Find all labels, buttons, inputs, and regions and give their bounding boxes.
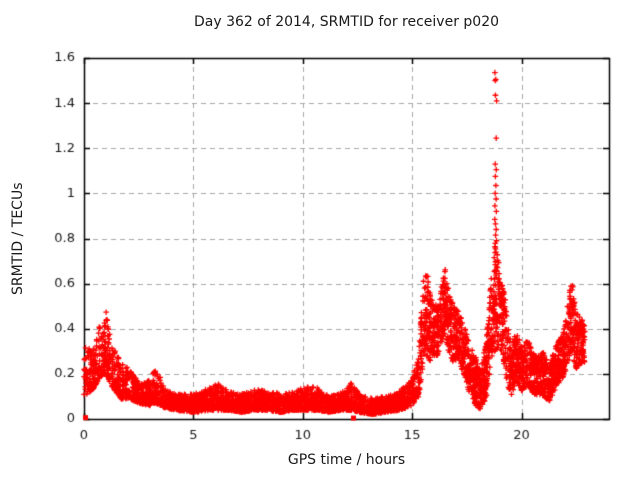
y-axis-label: SRMTID / TECUs — [10, 182, 26, 295]
x-axis-label: GPS time / hours — [287, 452, 406, 468]
chart-title: Day 362 of 2014, SRMTID for receiver p02… — [193, 14, 500, 30]
